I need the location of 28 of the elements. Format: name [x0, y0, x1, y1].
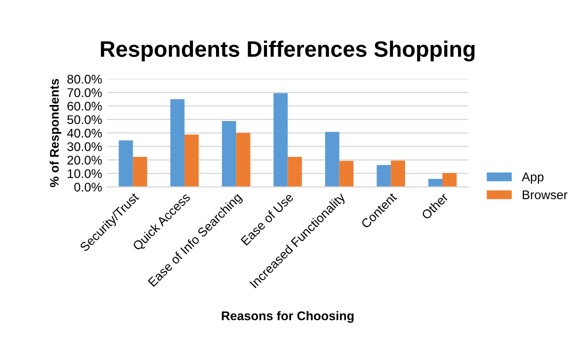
bar [118, 140, 133, 187]
bar [274, 93, 288, 187]
y-tick-label: 40.0% [67, 128, 102, 138]
y-tick-label: 50.0% [67, 115, 102, 124]
bar [288, 156, 302, 187]
bar [339, 160, 354, 187]
bar [184, 134, 199, 187]
bar [428, 178, 442, 187]
legend-label: App [522, 172, 544, 184]
bar [132, 156, 148, 187]
y-tick-label: 70.0% [67, 88, 102, 98]
x-axis-title: Reasons for Choosing [222, 311, 354, 323]
bar [222, 121, 236, 187]
bar [442, 173, 457, 187]
y-tick-label: 0.0% [74, 182, 102, 192]
bar [390, 160, 406, 187]
legend-label: Browser [522, 190, 568, 200]
y-tick-label: 20.0% [67, 156, 102, 165]
y-tick-label: 80.0% [67, 74, 102, 84]
bar [325, 132, 340, 187]
bar [376, 165, 391, 187]
y-tick-label: 10.0% [68, 169, 102, 178]
bar [170, 99, 185, 187]
y-axis-title: % of Respondents [50, 78, 62, 188]
chart-title: Respondents Differences Shopping [100, 40, 475, 62]
y-tick-label: 30.0% [67, 142, 102, 152]
bar [236, 132, 250, 187]
y-tick-label: 60.0% [67, 102, 102, 111]
